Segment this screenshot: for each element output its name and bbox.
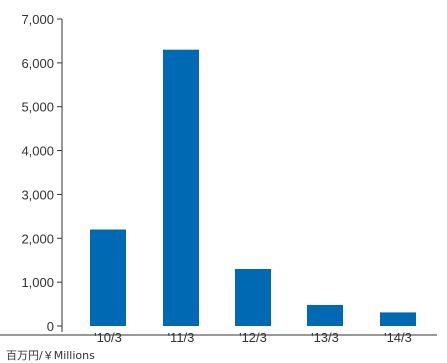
y-tick-label: 6,000 [21, 56, 54, 71]
y-tick-label: 3,000 [21, 187, 54, 202]
y-tick-label: 2,000 [21, 231, 54, 246]
y-ticks: 0 1,000 2,000 3,000 4,000 5,000 6,000 7,000 [21, 12, 62, 334]
y-tick-label: 0 [47, 319, 54, 334]
y-tick-label: 4,000 [21, 144, 54, 159]
y-tick-label: 7,000 [21, 12, 54, 27]
bar [90, 229, 126, 326]
x-tick-label: '12/3 [239, 330, 267, 345]
x-tick-label: '13/3 [311, 330, 339, 345]
x-tick-labels: '10/3 '11/3 '12/3 '13/3 '14/3 [94, 330, 412, 345]
bars [90, 49, 416, 326]
bar [235, 268, 271, 326]
x-tick-label: '10/3 [94, 330, 122, 345]
bar [380, 312, 416, 326]
unit-label: 百万円/￥Millions [6, 349, 95, 362]
x-tick-label: '11/3 [168, 330, 195, 345]
x-tick-label: '14/3 [384, 330, 412, 345]
axes [0, 19, 437, 336]
y-tick-label: 1,000 [21, 275, 54, 290]
bar [307, 304, 343, 326]
bar [163, 49, 199, 326]
y-tick-label: 5,000 [21, 100, 54, 115]
